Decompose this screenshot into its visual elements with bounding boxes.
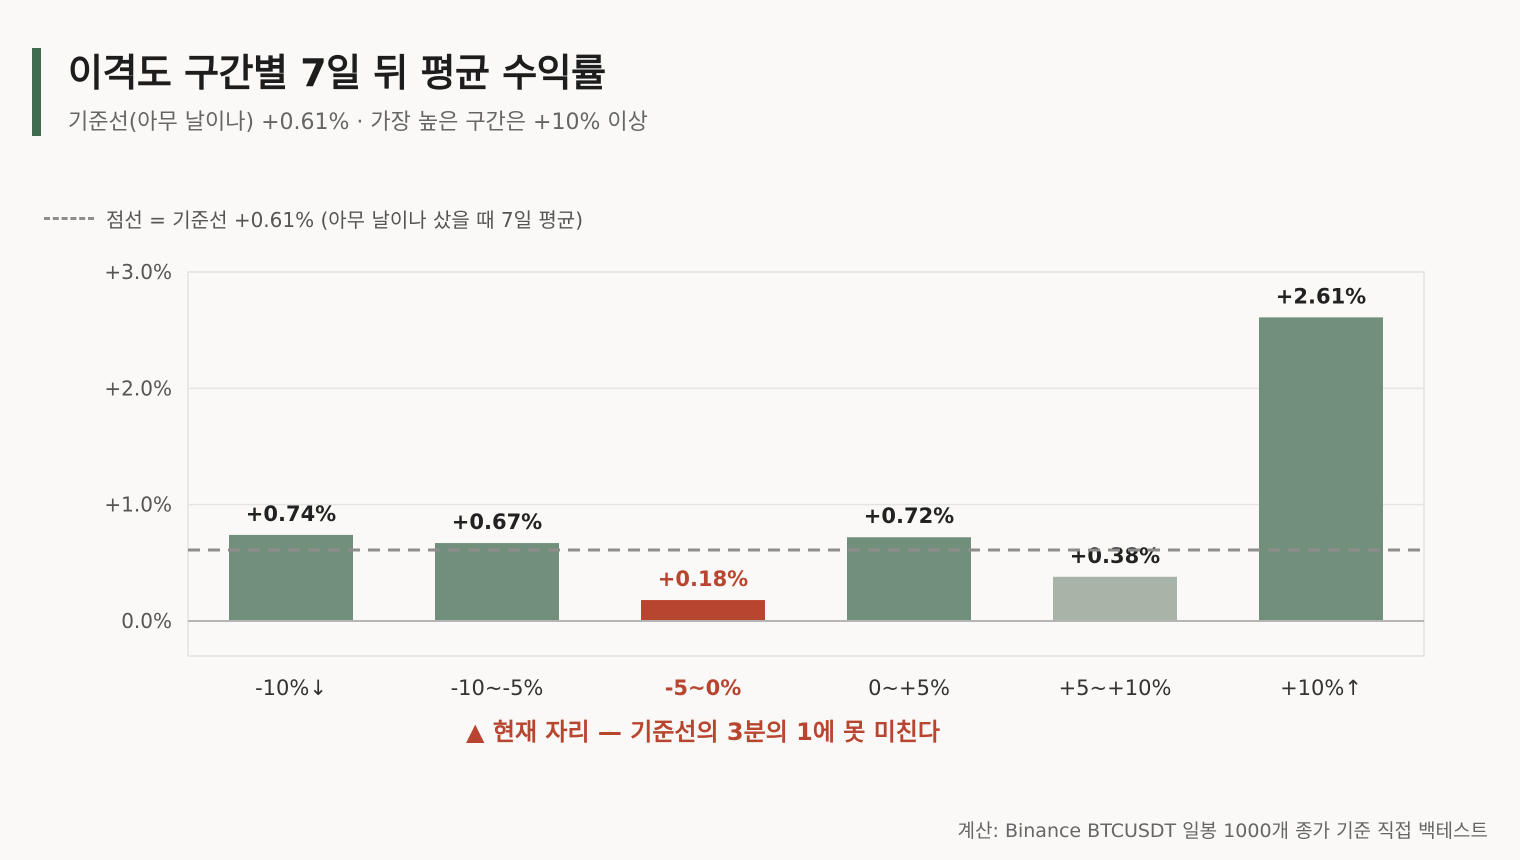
y-tick-label: 0.0% (121, 609, 172, 633)
x-tick-label: +10%↑ (1280, 676, 1362, 700)
x-tick-label: -5~0% (665, 676, 742, 700)
y-tick-label: +3.0% (104, 260, 172, 284)
bar-layer (229, 317, 1383, 621)
bar-value-label: +0.38% (1070, 544, 1160, 568)
grid-layer (187, 271, 1425, 657)
y-tick-label: +2.0% (104, 376, 172, 400)
bar-value-label: +0.74% (246, 502, 336, 526)
x-tick-label: -10%↓ (255, 676, 327, 700)
bar-value-label: +0.67% (452, 510, 542, 534)
bar (229, 534, 353, 621)
bar (641, 600, 765, 621)
x-tick-label: +5~+10% (1059, 676, 1172, 700)
page-subtitle: 기준선(아무 날이나) +0.61% · 가장 높은 구간은 +10% 이상 (68, 110, 648, 135)
bar (1053, 576, 1177, 621)
y-tick-label: +1.0% (104, 493, 172, 517)
legend-text: 점선 = 기준선 +0.61% (아무 날이나 샀을 때 7일 평균) (106, 208, 583, 232)
bar-value-label: +0.18% (658, 567, 748, 591)
plot-frame (187, 271, 1425, 657)
page-title: 이격도 구간별 7일 뒤 평균 수익률 (68, 51, 606, 95)
x-tick-label: -10~-5% (451, 676, 544, 700)
bar (1259, 317, 1383, 621)
legend: 점선 = 기준선 +0.61% (아무 날이나 샀을 때 7일 평균) (44, 204, 583, 233)
bar-value-label: +2.61% (1276, 284, 1366, 308)
title-accent-bar (32, 48, 41, 136)
bar-value-label: +0.72% (864, 504, 954, 528)
source-note: 계산: Binance BTCUSDT 일봉 1000개 종가 기준 직접 백테… (957, 820, 1488, 842)
x-tick-label: 0~+5% (868, 676, 950, 700)
label-layer: +0.74% +0.67% +0.18% +0.72% +0.38% +2.61% (246, 284, 1366, 591)
current-position-note-text: ▲ 현재 자리 — 기준선의 3분의 1에 못 미친다 (466, 718, 940, 746)
bar (435, 543, 559, 621)
current-position-note: ▲ 현재 자리 — 기준선의 3분의 1에 못 미친다 (0, 712, 1406, 747)
legend-dash-swatch (44, 217, 94, 220)
axis-layer: 0.0% +1.0% +2.0% +3.0% -10%↓ -10~-5% -5~0% 0~+5… (104, 260, 1424, 700)
